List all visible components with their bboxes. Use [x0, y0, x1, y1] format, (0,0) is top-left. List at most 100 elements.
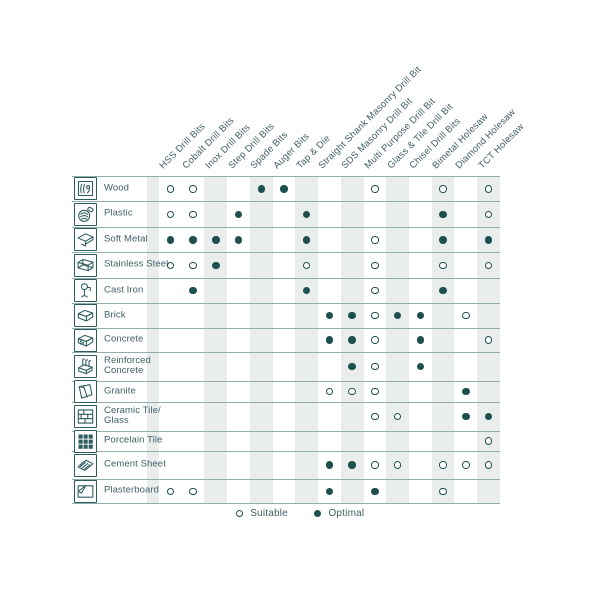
matrix-grid: Wood Plastic Soft Metal Stainless Steel Cast… — [0, 175, 600, 504]
material-label: Stainless Steel — [104, 258, 169, 270]
legend-item-optimal: Optimal — [313, 508, 365, 519]
optimal-marker — [302, 236, 311, 244]
suitable-marker — [166, 487, 175, 495]
material-label: Granite — [104, 385, 136, 397]
optimal-marker — [348, 336, 356, 344]
optimal-marker — [462, 412, 470, 421]
row-divider — [72, 351, 500, 353]
material-label: Plasterboard — [104, 484, 160, 496]
row-divider — [72, 201, 500, 202]
suitable-marker — [462, 461, 470, 469]
suitable-marker — [484, 261, 493, 269]
optimal-marker — [234, 236, 243, 244]
suitable-marker — [371, 387, 379, 396]
suitable-marker — [371, 236, 379, 244]
row-divider — [72, 252, 500, 253]
soft-metal-icon — [74, 228, 97, 252]
suitable-marker — [371, 185, 379, 193]
ceramic-tile-icon — [74, 405, 97, 428]
suitable-marker — [439, 261, 447, 269]
suitable-marker — [166, 185, 175, 193]
concrete-icon — [74, 328, 97, 352]
suitable-marker — [393, 461, 402, 469]
optimal-marker — [416, 336, 425, 344]
material-row: Wood — [72, 176, 500, 202]
suitable-marker — [371, 311, 379, 320]
suitable-marker — [439, 461, 447, 469]
material-label: Soft Metal — [104, 233, 148, 245]
optimal-marker — [325, 311, 334, 320]
suitable-marker — [189, 185, 197, 193]
optimal-marker — [166, 236, 175, 244]
cast-iron-icon — [74, 279, 97, 302]
suitable-marker — [371, 286, 379, 295]
granite-icon — [74, 380, 97, 403]
material-label: Cast Iron — [104, 284, 144, 296]
legend: Suitable Optimal — [0, 508, 600, 519]
optimal-marker — [302, 286, 311, 295]
material-row: Soft Metal — [72, 227, 500, 253]
optimal-marker — [325, 336, 334, 344]
material-label: Brick — [104, 309, 126, 321]
legend-label-suitable: Suitable — [250, 508, 288, 519]
suitable-marker — [484, 210, 493, 218]
column-stripe — [295, 176, 319, 504]
optimal-marker — [348, 311, 356, 320]
column-headers: HSS Drill Bits Cobalt Drill Bits Inox Dril… — [0, 0, 600, 176]
optimal-marker-icon — [313, 509, 322, 518]
wood-icon — [74, 177, 97, 201]
material-label: Ceramic Tile/ Glass — [104, 404, 161, 427]
optimal-marker — [189, 286, 197, 295]
suitable-marker — [166, 210, 175, 218]
suitable-marker — [348, 387, 356, 396]
legend-item-suitable: Suitable — [235, 508, 288, 519]
optimal-marker — [302, 210, 311, 218]
material-row: Ceramic Tile/ Glass — [72, 402, 500, 431]
material-row: Porcelain Tile — [72, 429, 500, 453]
column-stripe — [147, 176, 159, 504]
suitable-marker — [439, 185, 447, 193]
row-divider — [72, 380, 500, 382]
suitable-marker — [484, 437, 493, 445]
plastic-icon — [74, 202, 97, 226]
material-label: Concrete — [104, 333, 144, 345]
suitable-marker — [371, 461, 379, 469]
optimal-marker — [212, 236, 220, 244]
legend-label-optimal: Optimal — [328, 508, 365, 519]
suitable-marker — [189, 210, 197, 218]
optimal-marker — [416, 362, 425, 371]
optimal-marker — [484, 412, 493, 421]
optimal-marker — [484, 236, 493, 244]
optimal-marker — [371, 487, 379, 495]
material-row: Granite — [72, 380, 500, 403]
plasterboard-icon — [74, 479, 97, 503]
row-divider — [72, 226, 500, 228]
column-stripe — [386, 176, 410, 504]
suitable-marker — [302, 261, 311, 269]
row-divider — [72, 503, 500, 504]
optimal-marker — [348, 362, 356, 371]
suitable-marker — [189, 261, 197, 269]
material-row: Reinforced Concrete — [72, 352, 500, 381]
column-stripe — [249, 176, 273, 504]
suitable-marker — [484, 461, 493, 469]
optimal-marker — [325, 461, 334, 469]
row-divider — [72, 401, 500, 403]
row-divider — [72, 430, 500, 432]
optimal-marker — [189, 236, 197, 244]
material-label: Plastic — [104, 207, 133, 219]
material-row: Brick — [72, 303, 500, 328]
suitable-marker — [484, 185, 493, 193]
row-divider — [72, 478, 500, 480]
optimal-marker — [257, 185, 266, 193]
optimal-marker — [462, 387, 470, 396]
material-label: Wood — [104, 182, 130, 194]
suitable-marker — [439, 487, 447, 495]
row-divider — [72, 327, 500, 329]
suitable-marker — [371, 336, 379, 344]
column-stripe — [204, 176, 228, 504]
row-divider — [72, 277, 500, 279]
material-label: Porcelain Tile — [104, 434, 163, 446]
stainless-steel-icon — [74, 253, 97, 277]
